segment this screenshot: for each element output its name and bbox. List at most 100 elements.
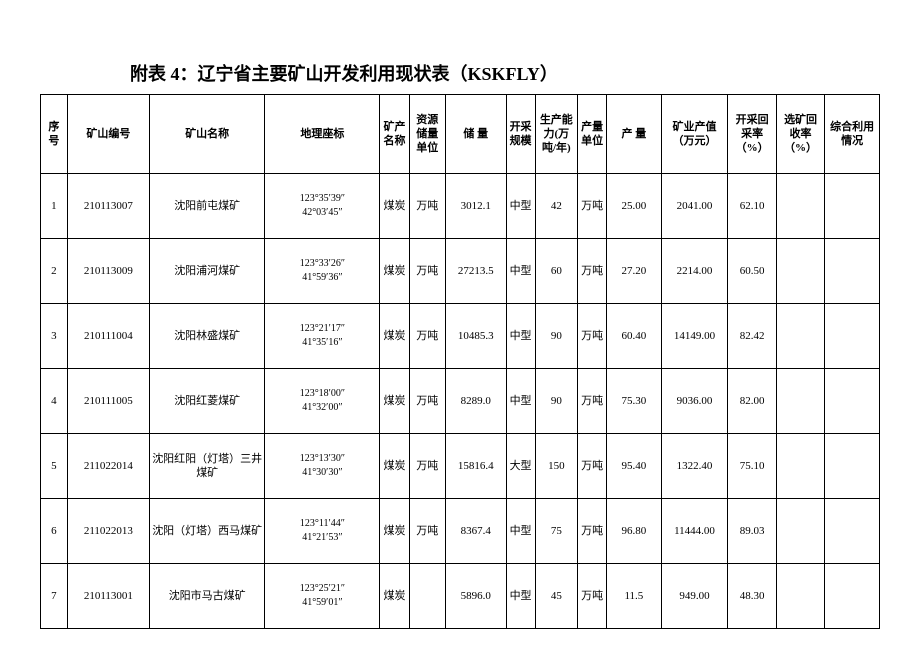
table-cell: 煤炭 bbox=[380, 369, 409, 434]
table-cell bbox=[776, 239, 824, 304]
table-cell bbox=[776, 434, 824, 499]
col-header: 资源储量单位 bbox=[409, 95, 445, 174]
table-row: 4210111005沈阳红菱煤矿123°18′00″41°32′00″煤炭 万吨 8… bbox=[41, 369, 880, 434]
table-cell: 75 bbox=[535, 499, 577, 564]
table-cell: 中型 bbox=[506, 369, 535, 434]
col-header: 生产能力(万吨/年) bbox=[535, 95, 577, 174]
table-cell bbox=[825, 434, 880, 499]
table-cell: 82.42 bbox=[728, 304, 776, 369]
table-cell: 煤炭 bbox=[380, 174, 409, 239]
table-cell: 25.00 bbox=[607, 174, 662, 239]
table-cell: 75.10 bbox=[728, 434, 776, 499]
table-cell: 万吨 bbox=[409, 499, 445, 564]
table-cell: 75.30 bbox=[607, 369, 662, 434]
table-cell: 48.30 bbox=[728, 564, 776, 629]
col-header: 储 量 bbox=[445, 95, 506, 174]
table-cell: 1 bbox=[41, 174, 68, 239]
table-cell: 沈阳（灯塔）西马煤矿 bbox=[150, 499, 265, 564]
table-cell: 中型 bbox=[506, 304, 535, 369]
table-cell: 万吨 bbox=[409, 304, 445, 369]
table-cell: 中型 bbox=[506, 174, 535, 239]
table-cell: 60.50 bbox=[728, 239, 776, 304]
table-row: 2210113009沈阳浦河煤矿123°33′26″41°59′36″煤炭 万吨 2… bbox=[41, 239, 880, 304]
table-cell bbox=[825, 304, 880, 369]
table-cell: 42 bbox=[535, 174, 577, 239]
table-cell: 万吨 bbox=[578, 239, 607, 304]
table-cell: 210111005 bbox=[67, 369, 149, 434]
table-cell bbox=[825, 239, 880, 304]
table-cell bbox=[776, 499, 824, 564]
table-cell: 沈阳浦河煤矿 bbox=[150, 239, 265, 304]
table-cell: 123°18′00″41°32′00″ bbox=[265, 369, 380, 434]
table-cell: 2214.00 bbox=[661, 239, 728, 304]
table-cell: 煤炭 bbox=[380, 239, 409, 304]
table-cell: 中型 bbox=[506, 239, 535, 304]
table-cell: 万吨 bbox=[409, 434, 445, 499]
table-cell: 万吨 bbox=[578, 369, 607, 434]
table-cell: 8367.4 bbox=[445, 499, 506, 564]
col-header: 产量单位 bbox=[578, 95, 607, 174]
table-cell: 123°21′17″41°35′16″ bbox=[265, 304, 380, 369]
col-header: 综合利用情况 bbox=[825, 95, 880, 174]
table-row: 7210113001沈阳市马古煤矿123°25′21″41°59′01″煤炭58… bbox=[41, 564, 880, 629]
table-cell: 煤炭 bbox=[380, 564, 409, 629]
table-cell: 煤炭 bbox=[380, 499, 409, 564]
table-cell: 万吨 bbox=[578, 304, 607, 369]
table-cell: 211022014 bbox=[67, 434, 149, 499]
table-cell: 沈阳市马古煤矿 bbox=[150, 564, 265, 629]
table-row: 3210111004沈阳林盛煤矿123°21′17″41°35′16″煤炭万吨1… bbox=[41, 304, 880, 369]
table-cell: 煤炭 bbox=[380, 304, 409, 369]
table-cell: 5896.0 bbox=[445, 564, 506, 629]
table-cell bbox=[825, 369, 880, 434]
table-cell: 123°35′39″42°03′45″ bbox=[265, 174, 380, 239]
table-cell: 7 bbox=[41, 564, 68, 629]
table-cell: 万吨 bbox=[578, 434, 607, 499]
table-cell: 2041.00 bbox=[661, 174, 728, 239]
table-cell: 2 bbox=[41, 239, 68, 304]
table-cell: 60.40 bbox=[607, 304, 662, 369]
table-cell: 210113007 bbox=[67, 174, 149, 239]
col-header: 地理座标 bbox=[265, 95, 380, 174]
table-cell: 123°33′26″41°59′36″ bbox=[265, 239, 380, 304]
col-header: 开采规模 bbox=[506, 95, 535, 174]
col-header: 选矿回收率（%） bbox=[776, 95, 824, 174]
col-header: 矿山编号 bbox=[67, 95, 149, 174]
table-cell bbox=[776, 174, 824, 239]
table-cell: 89.03 bbox=[728, 499, 776, 564]
table-cell: 万吨 bbox=[409, 174, 445, 239]
table-cell: 90 bbox=[535, 304, 577, 369]
table-cell: 210113009 bbox=[67, 239, 149, 304]
table-cell: 4 bbox=[41, 369, 68, 434]
table-cell: 中型 bbox=[506, 564, 535, 629]
table-title: 附表 4：辽宁省主要矿山开发利用现状表（KSKFLY） bbox=[130, 60, 880, 86]
table-cell: 210111004 bbox=[67, 304, 149, 369]
table-cell: 11.5 bbox=[607, 564, 662, 629]
col-header: 开采回采率（%） bbox=[728, 95, 776, 174]
table-cell bbox=[776, 564, 824, 629]
table-cell: 1322.40 bbox=[661, 434, 728, 499]
table-cell: 90 bbox=[535, 369, 577, 434]
table-cell bbox=[776, 369, 824, 434]
table-cell: 6 bbox=[41, 499, 68, 564]
table-cell: 8289.0 bbox=[445, 369, 506, 434]
table-row: 6211022013沈阳（灯塔）西马煤矿123°11′44″41°21′53″煤… bbox=[41, 499, 880, 564]
table-cell: 万吨 bbox=[578, 499, 607, 564]
table-cell: 82.00 bbox=[728, 369, 776, 434]
table-cell bbox=[825, 174, 880, 239]
table-cell: 3012.1 bbox=[445, 174, 506, 239]
table-cell: 27213.5 bbox=[445, 239, 506, 304]
table-cell: 沈阳林盛煤矿 bbox=[150, 304, 265, 369]
table-cell: 96.80 bbox=[607, 499, 662, 564]
table-cell: 123°13′30″41°30′30″ bbox=[265, 434, 380, 499]
table-cell: 10485.3 bbox=[445, 304, 506, 369]
col-header: 矿山名称 bbox=[150, 95, 265, 174]
table-cell: 沈阳红阳（灯塔）三井煤矿 bbox=[150, 434, 265, 499]
table-cell: 沈阳红菱煤矿 bbox=[150, 369, 265, 434]
table-row: 1210113007沈阳前屯煤矿123°35′39″42°03′45″煤炭万吨3… bbox=[41, 174, 880, 239]
table-cell: 211022013 bbox=[67, 499, 149, 564]
table-cell: 中型 bbox=[506, 499, 535, 564]
table-cell: 150 bbox=[535, 434, 577, 499]
table-cell bbox=[409, 564, 445, 629]
table-cell: 15816.4 bbox=[445, 434, 506, 499]
table-cell: 3 bbox=[41, 304, 68, 369]
